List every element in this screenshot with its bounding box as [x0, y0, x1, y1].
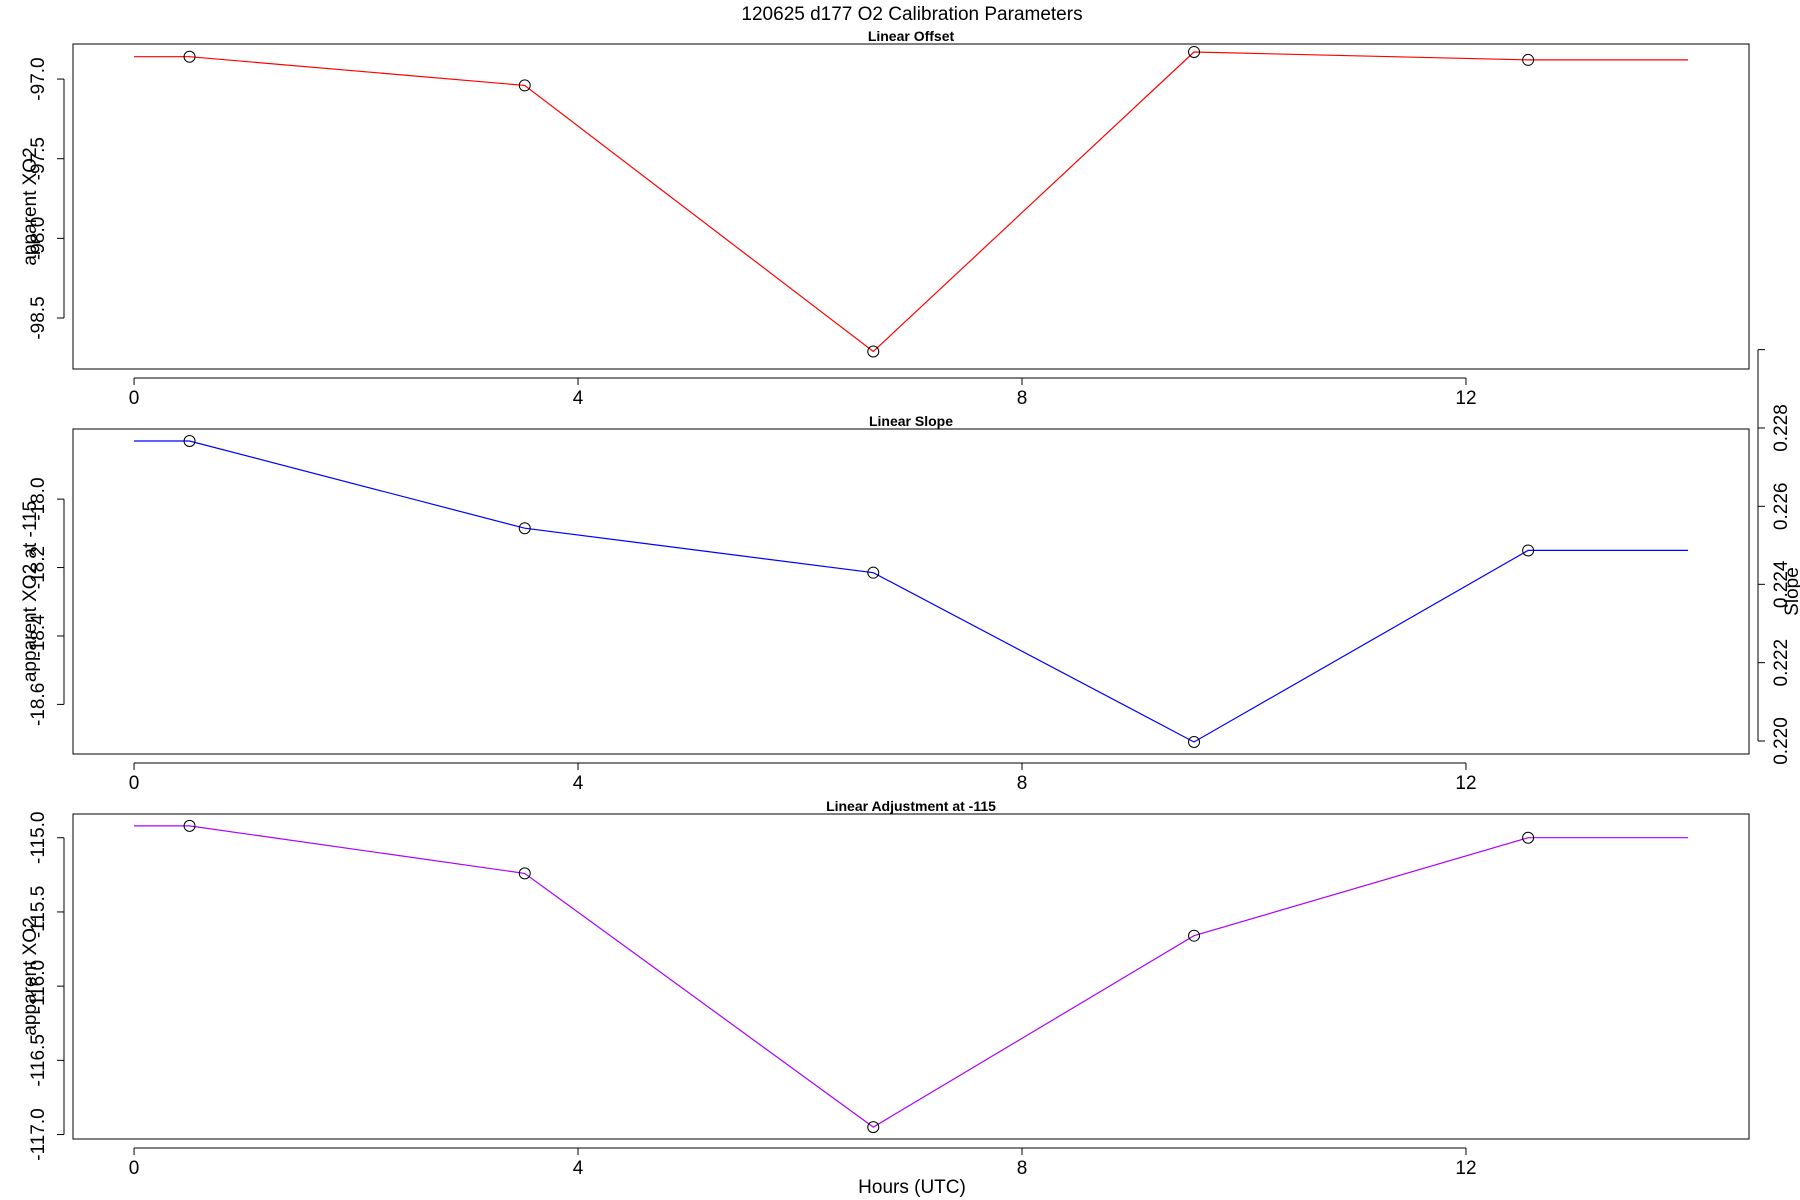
x-tick-label-2: 0	[129, 773, 140, 794]
y-tick-label-1: -98.5	[28, 296, 49, 339]
data-point-2	[183, 434, 196, 447]
series-line-3	[134, 825, 1688, 1128]
y-tick-label-1: -97.5	[28, 137, 49, 180]
plot-frame-1	[72, 43, 1750, 370]
x-tick-label-1: 12	[1455, 388, 1476, 409]
data-point-2	[518, 522, 531, 535]
y-tick-label-2: -18.4	[28, 614, 49, 658]
y-axis-label-1: apparent XO2	[20, 147, 41, 265]
y-tick-label-3: -117.0	[28, 1108, 49, 1160]
y-right-axis-label: Slope	[1782, 567, 1800, 616]
series-line-1	[134, 51, 1688, 353]
x-tick-label-1: 8	[1017, 388, 1028, 409]
y-right-tick-label: 0.220	[1771, 717, 1792, 765]
x-tick-label-1: 0	[129, 388, 140, 409]
data-point-1	[867, 345, 880, 358]
data-point-1	[183, 50, 196, 63]
series-line-2	[134, 440, 1688, 743]
data-point-3	[867, 1121, 880, 1134]
x-tick-label-2: 4	[573, 773, 584, 794]
data-point-2	[1188, 736, 1201, 749]
x-tick-label-2: 8	[1017, 773, 1028, 794]
y-tick-label-2: -18.0	[28, 477, 49, 520]
x-tick-label-2: 12	[1455, 773, 1476, 794]
data-point-1	[1522, 53, 1535, 66]
x-tick-label-3: 4	[573, 1158, 584, 1179]
x-tick-label-3: 12	[1455, 1158, 1476, 1179]
data-point-1	[518, 79, 531, 92]
data-point-3	[183, 819, 196, 832]
plot-frame-2	[72, 428, 1750, 755]
y-right-tick-label: 0.222	[1771, 639, 1792, 687]
panel-title-1: Linear Offset	[868, 28, 955, 44]
data-point-2	[867, 566, 880, 579]
figure-title: 120625 d177 O2 Calibration Parameters	[741, 4, 1082, 25]
data-point-2	[1522, 544, 1535, 557]
y-axis-label-2: apparent XO2 at -115	[20, 501, 41, 682]
x-tick-label-3: 8	[1017, 1158, 1028, 1179]
data-point-3	[1188, 929, 1201, 942]
x-tick-label-1: 4	[573, 388, 584, 409]
plot-frame-3	[72, 813, 1750, 1140]
y-tick-label-3: -115.0	[28, 812, 49, 864]
y-tick-label-2: -18.6	[28, 683, 49, 726]
y-tick-label-2: -18.2	[28, 546, 49, 589]
y-right-tick-label: 0.228	[1771, 404, 1792, 452]
y-tick-label-3: -116.5	[28, 1034, 49, 1086]
y-tick-label-1: -97.0	[28, 57, 49, 100]
y-right-tick-label: 0.226	[1771, 483, 1792, 531]
data-point-3	[518, 867, 531, 880]
panel-title-2: Linear Slope	[869, 413, 953, 429]
y-axis-label-3: apparent XO2	[20, 917, 41, 1035]
y-right-tick-label: 0.224	[1771, 560, 1792, 608]
data-point-1	[1188, 45, 1201, 58]
x-tick-label-3: 0	[129, 1158, 140, 1179]
data-point-3	[1522, 831, 1535, 844]
y-tick-label-3: -116.0	[28, 960, 49, 1012]
y-tick-label-3: -115.5	[28, 886, 49, 938]
x-axis-label: Hours (UTC)	[858, 1177, 966, 1198]
y-tick-label-1: -98.0	[28, 217, 49, 260]
panel-title-3: Linear Adjustment at -115	[826, 798, 996, 814]
